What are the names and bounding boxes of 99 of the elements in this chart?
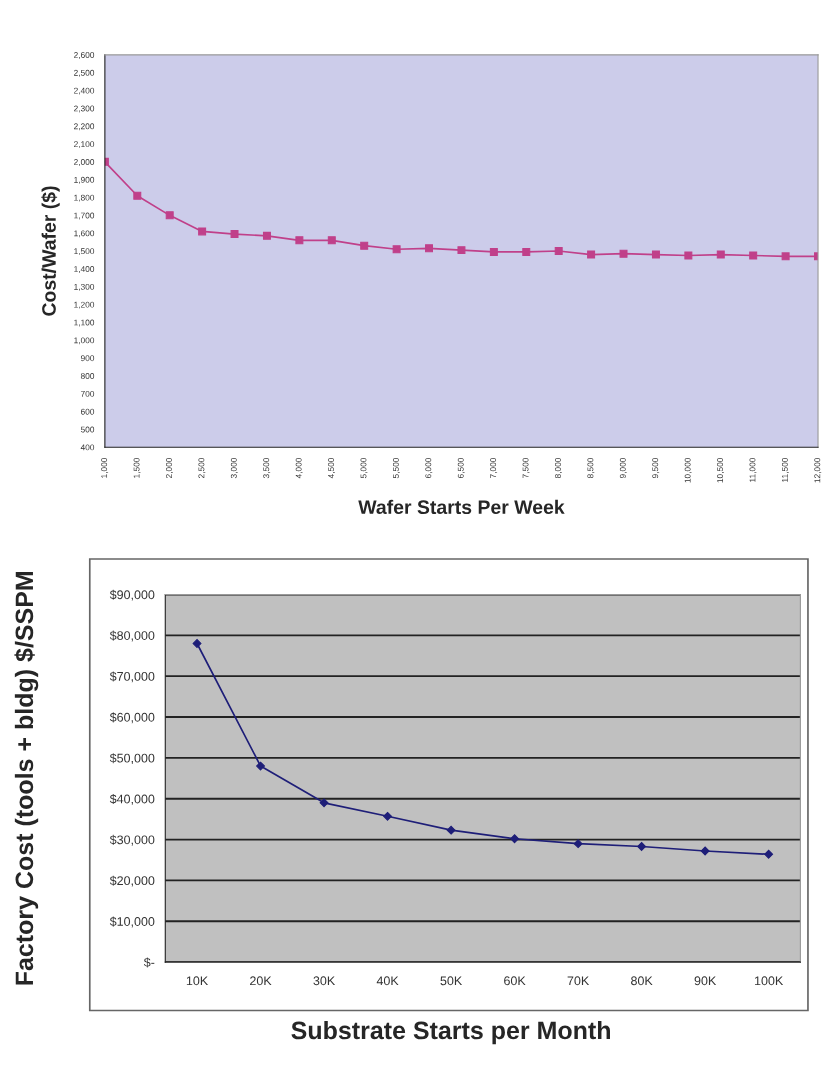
y-tick-label: $60,000 <box>109 712 155 724</box>
point <box>764 849 774 859</box>
point <box>637 842 647 851</box>
x-tick-label: 5,500 <box>392 457 400 479</box>
x-tick-label: 100K <box>755 976 784 986</box>
point <box>522 247 531 256</box>
y-tick-label: 1,900 <box>74 176 95 184</box>
x-tick-label: 4,000 <box>295 457 303 479</box>
y-tick-label: 700 <box>80 390 95 397</box>
y-tick-label: 400 <box>80 444 95 451</box>
y-tick-label: 1,000 <box>74 337 95 345</box>
y-tick-label: $70,000 <box>109 671 155 683</box>
y-tick-label: $30,000 <box>109 834 155 846</box>
point <box>192 639 202 648</box>
x-tick-label: 11,000 <box>749 457 757 482</box>
x-tick-label: 30K <box>313 976 336 986</box>
x-tick-label: 2,500 <box>198 457 206 479</box>
y-tick-label: 1,400 <box>74 266 95 273</box>
y-tick-label: 800 <box>80 373 95 379</box>
point <box>392 245 401 254</box>
y-tick-label: 500 <box>80 426 95 433</box>
y-axis-title: Cost/Wafer ($) <box>41 186 60 316</box>
y-tick-label: $20,000 <box>109 875 155 887</box>
x-tick-label: 3,000 <box>230 457 238 479</box>
y-tick-label: 1,800 <box>74 194 95 202</box>
point <box>425 244 434 253</box>
point <box>651 250 660 259</box>
point <box>554 247 563 255</box>
y-tick-label: 1,300 <box>74 283 95 291</box>
y-tick-label: 2,200 <box>74 123 95 131</box>
x-axis-title: Substrate Starts per Month <box>291 1020 610 1045</box>
x-tick-label: 9,000 <box>619 457 627 479</box>
y-tick-label: 2,400 <box>74 87 95 95</box>
point <box>327 236 336 245</box>
x-tick-label: 70K <box>567 976 590 986</box>
point <box>133 191 142 200</box>
x-tick-label: 40K <box>376 976 399 986</box>
y-tick-label: 2,500 <box>74 69 95 77</box>
point <box>619 249 628 258</box>
point <box>360 241 369 250</box>
y-tick-label: 2,100 <box>74 141 95 149</box>
x-tick-label: 50K <box>440 976 463 986</box>
x-tick-label: 4,500 <box>328 457 336 479</box>
y-tick-label: 1,200 <box>74 301 95 309</box>
y-tick-label: $90,000 <box>109 589 155 601</box>
y-tick-label: 1,500 <box>74 248 95 256</box>
y-tick-label: $50,000 <box>109 753 155 764</box>
y-tick-label: 1,700 <box>74 212 95 220</box>
y-tick-label: $80,000 <box>109 630 155 642</box>
y-tick-label: 2,300 <box>74 105 95 113</box>
point <box>230 230 239 239</box>
y-tick-label: $40,000 <box>109 794 155 805</box>
point <box>295 236 304 245</box>
x-tick-label: 10K <box>186 976 209 986</box>
x-tick-label: 6,500 <box>457 457 465 479</box>
point <box>749 251 758 260</box>
x-tick-label: 2,000 <box>166 457 173 479</box>
y-tick-label: 2,600 <box>74 52 95 59</box>
point <box>489 247 498 256</box>
point <box>383 811 393 821</box>
point <box>457 246 466 255</box>
x-tick-label: 60K <box>504 976 526 986</box>
point <box>684 251 693 260</box>
point <box>700 846 710 856</box>
y-tick-label: $- <box>143 957 155 968</box>
y-tick-label: 600 <box>80 408 95 415</box>
y-tick-label: 2,000 <box>74 159 95 166</box>
x-tick-label: 3,500 <box>263 457 271 479</box>
point <box>587 250 596 259</box>
point <box>573 839 583 849</box>
point <box>256 761 265 771</box>
x-tick-label: 11,500 <box>781 457 789 482</box>
x-tick-label: 10,000 <box>684 457 692 483</box>
x-axis-title: Wafer Starts Per Week <box>358 499 565 515</box>
y-axis-title: Factory Cost (tools + bldg) $/SSPM <box>14 571 39 985</box>
y-tick-label: 900 <box>80 355 95 362</box>
x-tick-label: 90K <box>694 976 717 986</box>
point <box>319 798 329 808</box>
y-tick-label: 1,600 <box>74 230 95 238</box>
x-tick-label: 9,500 <box>652 457 660 479</box>
y-tick-label: $10,000 <box>109 916 155 928</box>
point <box>510 834 520 844</box>
point <box>716 250 725 259</box>
point <box>446 825 456 835</box>
x-tick-label: 6,000 <box>425 457 433 479</box>
x-tick-label: 20K <box>250 976 272 986</box>
x-tick-label: 7,000 <box>490 457 498 479</box>
y-tick-label: 1,100 <box>74 319 95 327</box>
x-tick-label: 7,500 <box>522 457 530 479</box>
x-tick-label: 8,000 <box>555 457 562 479</box>
x-tick-label: 8,500 <box>587 457 595 479</box>
point <box>781 252 790 261</box>
x-tick-label: 80K <box>631 976 653 986</box>
point <box>262 231 271 240</box>
x-tick-label: 12,000 <box>814 457 822 483</box>
point <box>198 227 207 236</box>
x-tick-label: 5,000 <box>360 457 368 479</box>
point <box>165 211 174 220</box>
x-tick-label: 10,500 <box>717 457 724 483</box>
